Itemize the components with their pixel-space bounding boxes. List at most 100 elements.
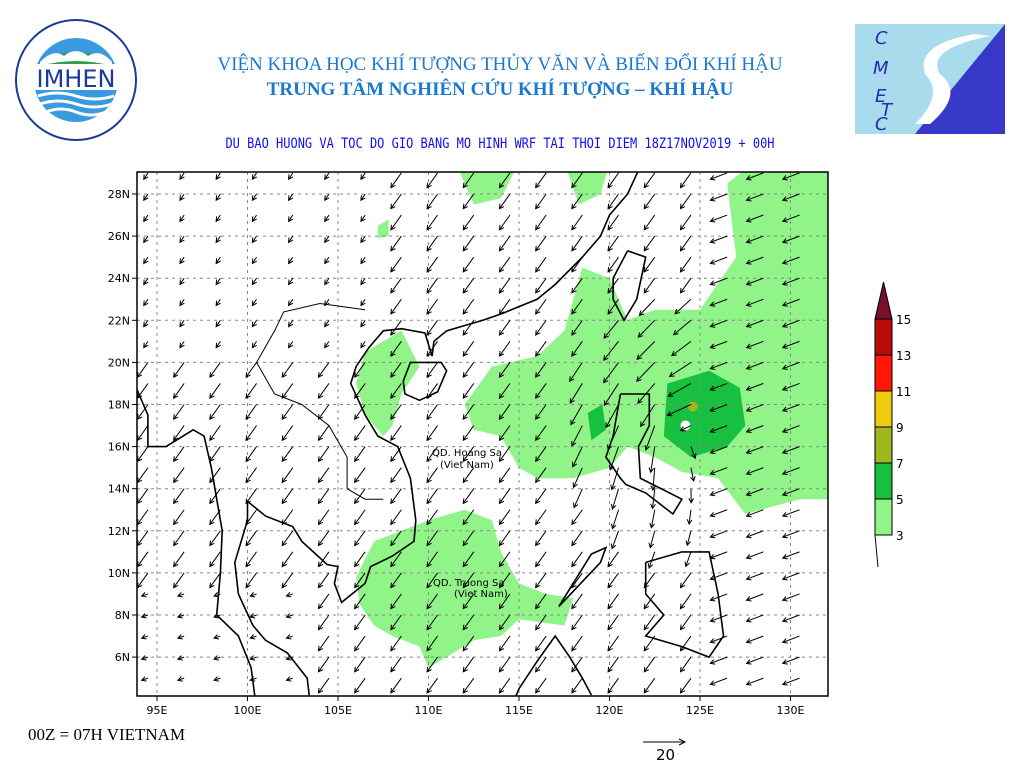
wind-arrow xyxy=(672,319,692,336)
wind-arrow xyxy=(390,467,402,484)
wind-arrow xyxy=(360,193,366,202)
truong-sa-sub: (Viet Nam) xyxy=(454,589,508,600)
wind-arrow xyxy=(213,676,221,682)
wind-arrow xyxy=(137,572,149,589)
wind-arrow xyxy=(317,425,330,442)
wind-arrow xyxy=(535,341,547,357)
shade-3-5 xyxy=(459,172,515,205)
wind-arrow xyxy=(426,362,438,378)
wind-arrow xyxy=(245,509,257,526)
wind-arrow xyxy=(745,193,764,202)
wind-arrow xyxy=(573,488,583,509)
wind-arrow xyxy=(426,593,438,610)
wind-arrow xyxy=(462,256,475,273)
wind-arrow xyxy=(354,404,366,421)
wind-arrow xyxy=(360,298,366,307)
wind-arrow xyxy=(690,446,697,460)
wind-arrow xyxy=(572,467,583,489)
wind-arrow xyxy=(390,551,402,568)
wind-arrow xyxy=(245,488,257,505)
wind-arrow xyxy=(251,193,258,202)
wind-arrow xyxy=(709,593,728,602)
wind-arrow xyxy=(535,214,547,231)
center-title: TRUNG TÂM NGHIÊN CỨU KHÍ TƯỢNG – KHÍ HẬU xyxy=(266,79,734,100)
wind-arrow xyxy=(647,551,656,569)
wind-arrow xyxy=(426,404,438,421)
coastlines xyxy=(137,172,725,696)
lon-tick-label: 100E xyxy=(234,704,262,717)
wind-arrow xyxy=(426,446,438,463)
wind-arrow xyxy=(781,635,800,644)
wind-arrow xyxy=(245,467,257,484)
wind-arrow xyxy=(498,362,511,378)
wind-arrow xyxy=(462,320,475,336)
wind-arrow xyxy=(643,572,656,589)
wind-arrow xyxy=(179,193,185,202)
hoang-sa-label: QD. Hoang Sa xyxy=(432,448,502,459)
wind-arrow xyxy=(462,298,475,315)
wind-arrow xyxy=(251,298,258,307)
wind-arrow xyxy=(572,446,583,468)
wind-arrow xyxy=(690,467,696,483)
wind-arrow xyxy=(709,256,728,265)
wind-arrow xyxy=(354,425,366,442)
lat-tick-label: 24N xyxy=(108,272,130,285)
wind-arrow xyxy=(709,214,728,223)
wind-arrow xyxy=(781,256,800,265)
wind-arrow xyxy=(137,530,149,547)
wind-arrow xyxy=(571,614,583,631)
wind-arrow xyxy=(354,467,366,484)
wind-arrow xyxy=(213,592,221,598)
coastline xyxy=(137,387,256,696)
wind-arrow xyxy=(215,277,221,286)
wind-arrow xyxy=(709,530,728,539)
wind-arrow xyxy=(354,677,366,694)
wind-arrow xyxy=(287,341,294,349)
wind-arrow xyxy=(610,488,620,510)
wind-arrow xyxy=(535,635,547,652)
wind-arrow xyxy=(143,277,149,286)
lon-tick-label: 105E xyxy=(324,704,352,717)
wind-arrow xyxy=(462,551,475,568)
wind-arrow xyxy=(671,340,692,357)
wind-arrow xyxy=(781,193,800,202)
legend-level: 7 xyxy=(896,457,904,471)
wind-arrow xyxy=(607,235,619,252)
wind-arrow xyxy=(745,572,764,581)
wind-arrow xyxy=(668,361,692,377)
wind-arrow xyxy=(684,551,692,568)
wind-arrow xyxy=(143,341,149,349)
wind-arrow xyxy=(781,172,800,181)
wind-arrow xyxy=(426,298,438,315)
wind-arrow xyxy=(251,235,258,244)
wind-arrow xyxy=(637,319,656,338)
coastline xyxy=(515,634,593,696)
wind-arrow xyxy=(571,425,583,447)
wind-arrow xyxy=(781,467,800,476)
wind-arrow xyxy=(571,677,583,694)
wind-arrow xyxy=(251,277,258,286)
wind-arrow xyxy=(360,277,366,286)
wind-arrow xyxy=(317,383,330,399)
wind-arrow xyxy=(498,214,511,231)
wind-arrow xyxy=(360,172,366,181)
wind-arrow xyxy=(324,235,330,244)
wind-arrow xyxy=(249,634,257,640)
wind-arrow xyxy=(143,235,149,244)
wind-arrow xyxy=(281,488,294,505)
wind-arrow xyxy=(249,676,257,682)
wind-arrow xyxy=(179,256,185,265)
wind-arrow xyxy=(498,677,511,694)
wind-arrow xyxy=(607,214,619,231)
wind-arrow xyxy=(281,404,294,421)
wind-arrow xyxy=(610,467,620,491)
wind-arrow xyxy=(709,509,728,518)
wind-arrow xyxy=(209,362,221,378)
wind-arrow xyxy=(611,509,620,530)
wind-arrow xyxy=(745,509,764,518)
wind-arrow xyxy=(426,341,438,357)
legend-swatch xyxy=(874,462,893,500)
wind-arrow xyxy=(215,256,221,265)
wind-arrow xyxy=(709,382,728,391)
wind-arrow xyxy=(781,404,800,412)
